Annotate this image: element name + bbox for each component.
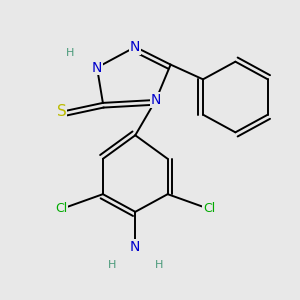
- Text: H: H: [66, 48, 75, 58]
- Text: H: H: [107, 260, 116, 270]
- Text: H: H: [154, 260, 163, 270]
- Text: N: N: [130, 40, 140, 54]
- Text: Cl: Cl: [56, 202, 68, 215]
- Text: N: N: [151, 93, 161, 107]
- Text: N: N: [130, 240, 140, 254]
- Text: Cl: Cl: [203, 202, 215, 215]
- Text: S: S: [57, 104, 67, 119]
- Text: N: N: [92, 61, 102, 75]
